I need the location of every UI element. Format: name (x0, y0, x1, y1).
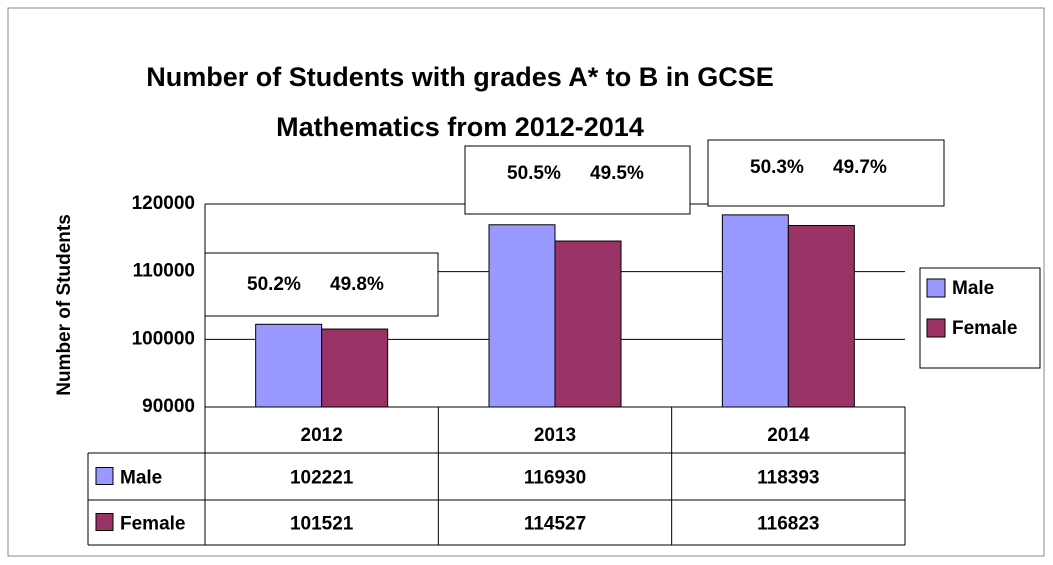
x-tick-label: 2013 (534, 425, 576, 446)
legend-key (926, 278, 946, 298)
table-legend-key (95, 467, 114, 485)
annotation-box (204, 252, 439, 317)
y-axis-title: Number of Students (54, 214, 75, 396)
bar (488, 224, 556, 408)
table-cell: 101521 (290, 514, 354, 535)
legend-key (926, 318, 946, 338)
annotation-text: 49.5% (590, 163, 644, 184)
table-cell: 118393 (757, 468, 819, 489)
y-tick-label: 120000 (132, 193, 195, 214)
y-tick-label: 110000 (133, 261, 195, 282)
bar (321, 328, 389, 408)
bar (554, 240, 622, 408)
legend-label: Male (952, 278, 994, 299)
bar (721, 214, 789, 408)
x-tick-label: 2014 (767, 425, 810, 446)
annotation-text: 49.8% (330, 274, 384, 295)
table-row-label: Male (120, 468, 162, 489)
annotation-text: 50.3% (750, 157, 804, 178)
table-cell: 102221 (290, 468, 354, 489)
annotation-box (464, 145, 691, 215)
y-tick-label: 90000 (142, 396, 195, 417)
table-cell: 114527 (524, 514, 586, 535)
chart-title: Number of Students with grades A* to B i… (146, 62, 774, 142)
annotation-text: 50.2% (247, 274, 301, 295)
y-tick-label: 100000 (132, 328, 195, 349)
legend-label: Female (952, 318, 1017, 339)
x-tick-label: 2012 (301, 425, 343, 446)
bar (255, 323, 323, 408)
annotation-text: 49.7% (833, 157, 887, 178)
bar (787, 224, 855, 408)
table-legend-key (95, 513, 114, 531)
table-row-label: Female (120, 514, 185, 535)
annotation-text: 50.5% (507, 163, 561, 184)
annotation-box (707, 139, 945, 207)
table-cell: 116823 (757, 514, 819, 535)
table-cell: 116930 (524, 468, 586, 489)
